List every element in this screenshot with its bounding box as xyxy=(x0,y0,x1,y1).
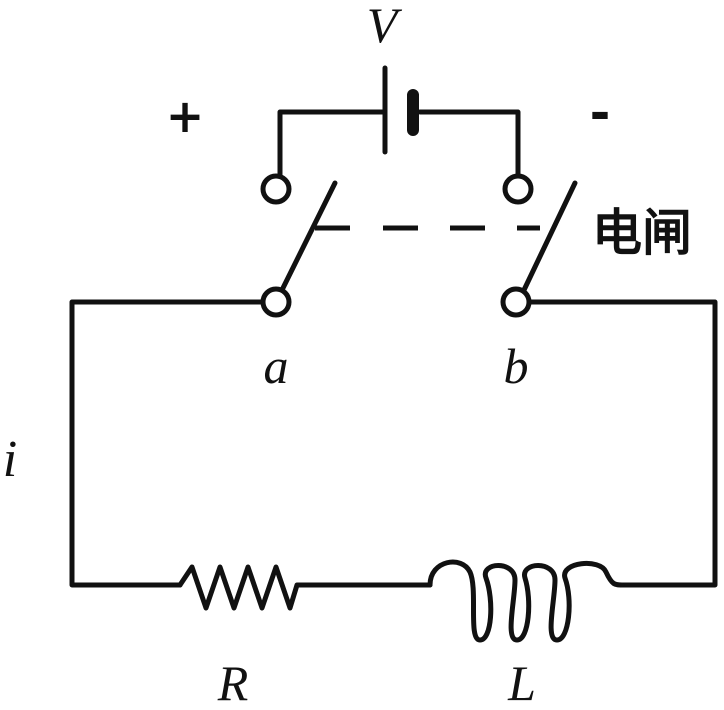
current-label: i xyxy=(3,431,17,488)
resistor-zigzag xyxy=(177,564,433,611)
terminal-b xyxy=(500,286,532,318)
left-loop-wire xyxy=(69,299,265,588)
inductor-label: L xyxy=(507,655,536,710)
plus-sign: + xyxy=(166,89,205,143)
switch-blade-left xyxy=(279,180,338,293)
minus-sign: - xyxy=(590,84,611,142)
terminal-b-label: b xyxy=(504,338,529,394)
upper-left-terminal xyxy=(260,173,292,205)
voltage-label: V xyxy=(367,0,403,53)
battery-left-lead xyxy=(277,109,388,181)
right-loop-wire xyxy=(527,299,718,588)
switch-label: 电闸 xyxy=(592,204,692,262)
battery-branch xyxy=(277,65,521,181)
resistor-label: R xyxy=(217,655,249,710)
terminal-a xyxy=(260,286,292,318)
inductor-coil xyxy=(427,559,625,643)
terminal-a-label: a xyxy=(264,338,289,394)
switch-blade-right xyxy=(521,180,578,293)
upper-right-terminal xyxy=(502,173,534,205)
battery-right-lead xyxy=(417,109,521,181)
